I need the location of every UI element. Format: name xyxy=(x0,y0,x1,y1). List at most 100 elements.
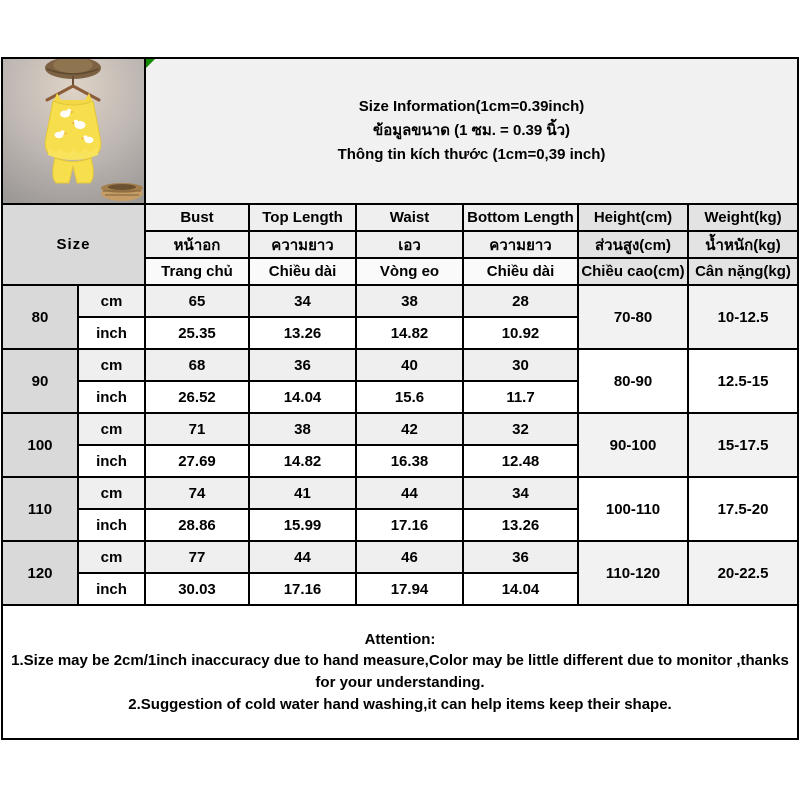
unit-inch-label: inch xyxy=(77,316,146,350)
cell-100-cm-bust: 71 xyxy=(144,412,250,446)
attention-item-1: 1.Size may be 2cm/1inch inaccuracy due t… xyxy=(11,652,789,691)
cell-120-inch-waist: 17.94 xyxy=(355,572,464,606)
cell-80-inch-bottomlength: 10.92 xyxy=(462,316,579,350)
cell-90-cm-waist: 40 xyxy=(355,348,464,382)
cell-110-height: 100-110 xyxy=(577,476,689,542)
duck-applique-icons xyxy=(54,108,94,144)
col-header-waist-en: Waist xyxy=(355,203,464,232)
col-header-bust-vi: Trang chủ xyxy=(144,257,250,286)
cell-80-cm-waist: 38 xyxy=(355,284,464,318)
cell-90-inch-waist: 15.6 xyxy=(355,380,464,414)
cell-120-inch-bottomlength: 14.04 xyxy=(462,572,579,606)
product-photo xyxy=(1,57,146,205)
col-header-height-en: Height(cm) xyxy=(577,203,689,232)
size-90-label: 90 xyxy=(1,348,79,414)
cell-100-height: 90-100 xyxy=(577,412,689,478)
cell-90-height: 80-90 xyxy=(577,348,689,414)
col-header-bust-en: Bust xyxy=(144,203,250,232)
shorts-illustration xyxy=(52,157,94,184)
basket-icon xyxy=(101,183,143,201)
col-header-weight-en: Weight(kg) xyxy=(686,203,800,232)
unit-cm-label: cm xyxy=(77,412,146,446)
unit-inch-label: inch xyxy=(77,508,146,542)
cell-100-weight: 15-17.5 xyxy=(686,412,800,478)
cell-110-cm-bottomlength: 34 xyxy=(462,476,579,510)
cell-100-inch-toplength: 14.82 xyxy=(248,444,357,478)
col-header-toplength-en: Top Length xyxy=(248,203,357,232)
cell-90-cm-bottomlength: 30 xyxy=(462,348,579,382)
cell-80-cm-bust: 65 xyxy=(144,284,250,318)
hanger-icon xyxy=(45,76,101,102)
cell-100-inch-bottomlength: 12.48 xyxy=(462,444,579,478)
cell-100-inch-waist: 16.38 xyxy=(355,444,464,478)
col-header-bottomlength-vi: Chiều dài xyxy=(462,257,579,286)
title-cell: Size Information(1cm=0.39inch) ข้อมูลขนา… xyxy=(143,57,800,205)
cell-110-cm-toplength: 41 xyxy=(248,476,357,510)
title-line-vi: Thông tin kích thước (1cm=0,39 inch) xyxy=(337,146,606,163)
col-header-toplength-vi: Chiều dài xyxy=(248,257,357,286)
cell-80-weight: 10-12.5 xyxy=(686,284,800,350)
cell-120-cm-toplength: 44 xyxy=(248,540,357,574)
cell-110-inch-waist: 17.16 xyxy=(355,508,464,542)
title-line-en: Size Information(1cm=0.39inch) xyxy=(358,98,585,115)
unit-inch-label: inch xyxy=(77,572,146,606)
cell-80-cm-toplength: 34 xyxy=(248,284,357,318)
cell-120-inch-toplength: 17.16 xyxy=(248,572,357,606)
cell-90-inch-bust: 26.52 xyxy=(144,380,250,414)
cell-90-cm-bust: 68 xyxy=(144,348,250,382)
col-header-bottomlength-th: ความยาว xyxy=(462,230,579,259)
product-illustration xyxy=(4,60,143,202)
dress-illustration xyxy=(44,93,102,160)
cell-90-weight: 12.5-15 xyxy=(686,348,800,414)
col-header-bust-th: หน้าอก xyxy=(144,230,250,259)
col-header-height-vi: Chiều cao(cm) xyxy=(577,257,689,286)
cell-120-cm-bottomlength: 36 xyxy=(462,540,579,574)
col-header-bottomlength-en: Bottom Length xyxy=(462,203,579,232)
cell-90-inch-bottomlength: 11.7 xyxy=(462,380,579,414)
cell-110-inch-bottomlength: 13.26 xyxy=(462,508,579,542)
cell-80-inch-bust: 25.35 xyxy=(144,316,250,350)
unit-inch-label: inch xyxy=(77,380,146,414)
col-header-waist-vi: Vòng eo xyxy=(355,257,464,286)
unit-inch-label: inch xyxy=(77,444,146,478)
cell-120-inch-bust: 30.03 xyxy=(144,572,250,606)
size-chart-sheet: Size Information(1cm=0.39inch) ข้อมูลขนา… xyxy=(0,57,800,740)
green-corner-marker-icon xyxy=(147,60,155,68)
col-header-weight-vi: Cân nặng(kg) xyxy=(686,257,800,286)
cell-110-inch-bust: 28.86 xyxy=(144,508,250,542)
attention-heading: Attention: xyxy=(364,630,436,648)
unit-cm-label: cm xyxy=(77,540,146,574)
size-100-label: 100 xyxy=(1,412,79,478)
col-header-waist-th: เอว xyxy=(355,230,464,259)
size-header: Size xyxy=(1,203,146,286)
cell-120-cm-waist: 46 xyxy=(355,540,464,574)
col-header-weight-th: น้ำหนัก(kg) xyxy=(686,230,800,259)
cell-110-cm-bust: 74 xyxy=(144,476,250,510)
unit-cm-label: cm xyxy=(77,476,146,510)
col-header-height-th: ส่วนสูง(cm) xyxy=(577,230,689,259)
unit-cm-label: cm xyxy=(77,348,146,382)
cell-80-inch-toplength: 13.26 xyxy=(248,316,357,350)
cell-100-cm-waist: 42 xyxy=(355,412,464,446)
cell-100-cm-bottomlength: 32 xyxy=(462,412,579,446)
attention-note: Attention: 1.Size may be 2cm/1inch inacc… xyxy=(0,604,800,740)
cell-80-inch-waist: 14.82 xyxy=(355,316,464,350)
size-110-label: 110 xyxy=(1,476,79,542)
cell-90-cm-toplength: 36 xyxy=(248,348,357,382)
cell-100-cm-toplength: 38 xyxy=(248,412,357,446)
cell-120-weight: 20-22.5 xyxy=(686,540,800,606)
size-chart-table: Size Information(1cm=0.39inch) ข้อมูลขนา… xyxy=(0,57,800,740)
straw-hat-icon xyxy=(45,60,101,79)
attention-item-2: 2.Suggestion of cold water hand washing,… xyxy=(128,695,672,713)
title-line-th: ข้อมูลขนาด (1 ซม. = 0.39 นิ้ว) xyxy=(372,122,571,139)
cell-110-cm-waist: 44 xyxy=(355,476,464,510)
size-120-label: 120 xyxy=(1,540,79,606)
cell-110-inch-toplength: 15.99 xyxy=(248,508,357,542)
cell-90-inch-toplength: 14.04 xyxy=(248,380,357,414)
cell-80-height: 70-80 xyxy=(577,284,689,350)
cell-120-height: 110-120 xyxy=(577,540,689,606)
unit-cm-label: cm xyxy=(77,284,146,318)
cell-110-weight: 17.5-20 xyxy=(686,476,800,542)
cell-100-inch-bust: 27.69 xyxy=(144,444,250,478)
size-80-label: 80 xyxy=(1,284,79,350)
